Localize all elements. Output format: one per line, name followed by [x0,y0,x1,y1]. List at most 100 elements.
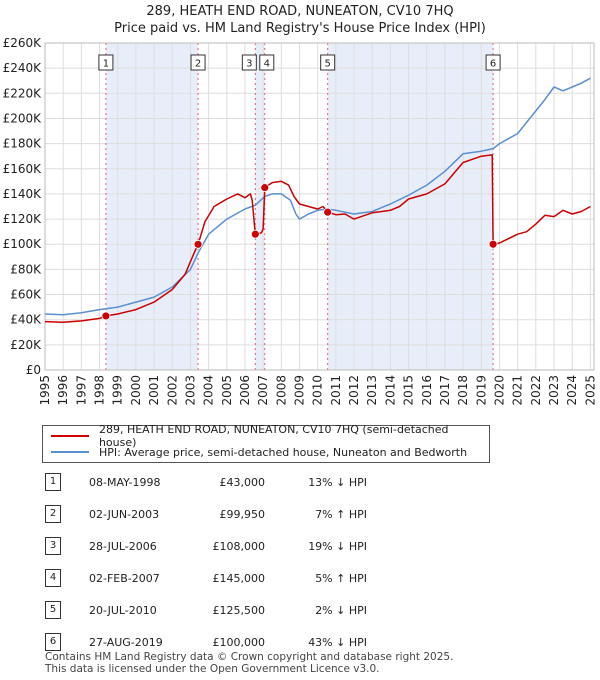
sale-label-number: 5 [324,59,330,70]
y-tick-label: £180K [3,137,43,151]
x-tick-label: 1998 [93,375,107,406]
x-tick-label: 2012 [347,375,361,406]
sale-price: £108,000 [212,540,266,553]
y-tick-label: £220K [3,86,43,100]
x-tick-label: 2010 [311,375,325,406]
x-tick-label: 2023 [547,375,561,406]
sale-point [323,207,333,217]
price-chart: 1 2 3 4 5 6 £0 £20K £40K £60K £80K £100K £120K £140K £… [3,36,598,406]
sale-point [488,239,498,249]
sale-number-badge: 3 [45,537,61,555]
sale-hpi-diff: 5% ↑ HPI [315,572,367,585]
hpi-series-line [44,77,591,316]
sale-hpi-diff: 7% ↑ HPI [315,508,367,521]
y-tick-label: £0 [26,363,41,377]
sale-number-badge: 1 [45,473,61,491]
x-tick-label: 2002 [165,375,179,406]
legend-item-hpi: HPI: Average price, semi-detached house,… [51,444,467,460]
sale-date: 02-JUN-2003 [89,508,160,521]
x-tick-label: 2001 [147,375,161,406]
x-tick-label: 1996 [56,375,70,406]
sale-date: 20-JUL-2010 [89,604,157,617]
table-row: 3 28-JUL-2006 £108,000 19% ↓ HPI [45,537,445,557]
y-tick-label: £240K [3,61,43,75]
chart-subtitle: Price paid vs. HM Land Registry's House … [114,21,486,36]
sale-label-box [259,54,275,71]
sale-date: 02-FEB-2007 [89,572,160,585]
y-tick-label: £120K [3,212,43,226]
sale-point [250,229,260,239]
x-tick-label: 2004 [202,375,216,406]
ownership-shade [327,43,494,370]
x-tick-label: 2003 [183,375,197,406]
sale-date: 27-AUG-2019 [89,636,163,649]
plot-frame [44,42,595,371]
chart-title: 289, HEATH END ROAD, NUNEATON, CV10 7HQ [146,4,454,19]
sale-hpi-diff: 13% ↓ HPI [308,476,367,489]
table-row: 6 27-AUG-2019 £100,000 43% ↓ HPI [45,633,445,653]
x-tick-label: 1999 [111,375,125,406]
sale-label-box [241,54,257,71]
ownership-shade [105,43,199,370]
sale-label-number: 6 [490,59,496,70]
sale-number-badge: 6 [45,633,61,651]
table-row: 4 02-FEB-2007 £145,000 5% ↑ HPI [45,569,445,589]
legend: 289, HEATH END ROAD, NUNEATON, CV10 7HQ … [42,423,490,463]
sale-date: 08-MAY-1998 [89,476,161,489]
sale-number-badge: 4 [45,569,61,587]
x-tick-label: 2007 [256,375,270,406]
y-tick-label: £20K [10,338,42,352]
x-tick-label: 2015 [402,375,416,406]
sale-price: £100,000 [212,636,266,649]
legend-label-property: 289, HEATH END ROAD, NUNEATON, CV10 7HQ … [98,423,449,449]
table-row: 2 02-JUN-2003 £99,950 7% ↑ HPI [45,505,445,525]
sale-point [193,239,203,249]
x-tick-label: 2000 [129,375,143,406]
x-tick-label: 2020 [492,375,506,406]
y-tick-label: £40K [10,313,42,327]
sale-label-box [98,54,114,71]
sale-label-number: 1 [103,59,109,70]
x-tick-label: 2018 [456,375,470,406]
table-row: 5 20-JUL-2010 £125,500 2% ↓ HPI [45,601,445,621]
footer: Contains HM Land Registry data © Crown c… [45,651,453,675]
footer-copyright: Contains HM Land Registry data © Crown c… [45,651,454,663]
sale-date: 28-JUL-2006 [89,540,157,553]
sale-hpi-diff: 43% ↓ HPI [308,636,367,649]
sale-label-box [485,54,501,71]
sale-price: £99,950 [219,508,266,521]
sale-label-number: 4 [264,59,270,70]
x-tick-label: 2019 [474,375,488,406]
x-tick-label: 2021 [511,375,525,406]
sale-price: £125,500 [212,604,266,617]
sale-label-number: 3 [246,59,252,70]
legend-swatch-property [51,435,89,437]
sale-price: £43,000 [219,476,266,489]
sale-point [101,311,111,321]
legend-swatch-hpi [51,451,89,453]
y-tick-label: £80K [10,262,42,276]
footer-licence: This data is licensed under the Open Gov… [45,663,380,675]
x-tick-label: 2006 [238,375,252,406]
y-tick-label: £260K [3,36,43,50]
sale-price: £145,000 [212,572,266,585]
legend-item-property: 289, HEATH END ROAD, NUNEATON, CV10 7HQ … [51,423,489,449]
y-tick-label: £160K [3,162,43,176]
x-tick-label: 2022 [529,375,543,406]
sale-label-box [190,54,206,71]
sale-point [260,183,270,193]
x-tick-label: 2025 [583,375,597,406]
x-tick-label: 2016 [420,375,434,406]
x-tick-label: 1997 [74,375,88,406]
sale-label-number: 2 [195,59,201,70]
x-tick-label: 2011 [329,375,343,406]
x-tick-label: 2017 [438,375,452,406]
legend-label-hpi: HPI: Average price, semi-detached house,… [99,445,468,459]
property-series-line [44,154,591,323]
table-row: 1 08-MAY-1998 £43,000 13% ↓ HPI [45,473,445,493]
x-tick-label: 2024 [565,375,579,406]
y-tick-label: £200K [3,111,43,125]
x-tick-label: 2014 [383,375,397,406]
y-tick-label: £60K [10,288,42,302]
